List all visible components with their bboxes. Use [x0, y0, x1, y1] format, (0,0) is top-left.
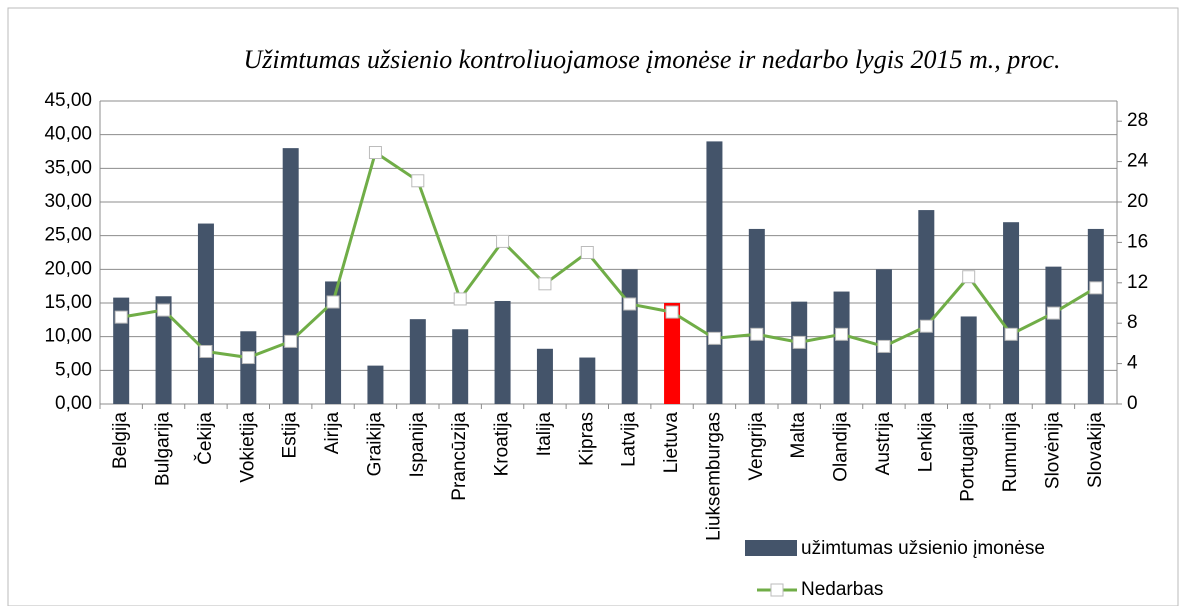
x-tick-label: Lenkija [915, 412, 936, 473]
x-tick-label: Ispanija [407, 412, 428, 478]
line-marker [241, 351, 255, 365]
bar [875, 269, 892, 404]
bar [452, 329, 469, 404]
legend-swatch [770, 583, 784, 597]
x-tick-label: Slovakija [1085, 412, 1106, 488]
bar [664, 303, 681, 404]
y-tick-label: 45,00 [44, 90, 92, 111]
chart-border [7, 7, 1179, 607]
bar [621, 269, 638, 404]
x-tick-label: Prancūzija [449, 412, 470, 501]
bar [1045, 266, 1062, 404]
line-marker [792, 335, 806, 349]
y-tick-label: 35,00 [44, 157, 92, 178]
legend-swatch [745, 540, 797, 556]
x-tick-label: Italija [534, 412, 555, 457]
legend-label: Nedarbas [801, 579, 883, 600]
bar [325, 281, 342, 404]
line-marker [114, 310, 128, 324]
line-marker [1004, 327, 1018, 341]
line-marker [835, 327, 849, 341]
bar [706, 141, 723, 404]
bar [494, 300, 511, 404]
x-tick-label: Latvija [619, 412, 640, 467]
line [120, 150, 1097, 360]
x-tick-label: Airija [322, 412, 343, 455]
x-tick-label: Slovėnija [1042, 412, 1063, 490]
line-marker [411, 174, 425, 188]
y-tick-label: 5,00 [55, 359, 92, 380]
line-marker [580, 246, 594, 259]
line-marker [919, 319, 933, 333]
x-tick-label: Olandija [831, 412, 852, 482]
y2-tick-label: 4 [1127, 353, 1138, 374]
x-tick-label: Estija [280, 412, 301, 459]
x-tick-label: Lietuva [661, 412, 682, 474]
legend-label: užimtumas užsienio įmonėse [801, 538, 1045, 559]
bar [579, 357, 596, 404]
y2-tick-label: 24 [1127, 151, 1149, 172]
bar [240, 331, 257, 404]
x-tick-label: Čekija [194, 412, 216, 465]
x-tick-label: Malta [788, 412, 809, 459]
x-tick-label: Austrija [873, 412, 894, 476]
y-tick-label: 0,00 [55, 393, 92, 414]
y-tick-label: 15,00 [44, 292, 92, 313]
line-marker [326, 295, 340, 309]
line-marker [453, 292, 467, 306]
y2-tick-label: 12 [1127, 272, 1148, 293]
x-tick-label: Graikija [364, 412, 385, 477]
line-marker [665, 305, 679, 319]
line-marker [496, 234, 510, 248]
line-marker [1046, 306, 1060, 320]
bar [1003, 222, 1020, 404]
y2-tick-label: 16 [1127, 231, 1148, 252]
x-tick-label: Kroatija [492, 412, 513, 477]
bar [960, 316, 977, 404]
x-tick-label: Portugalija [958, 412, 979, 502]
bar [367, 365, 384, 404]
y2-tick-label: 28 [1127, 110, 1148, 131]
bar [833, 291, 850, 404]
y2-tick-label: 20 [1127, 191, 1148, 212]
bar [1087, 228, 1104, 404]
line-marker [1089, 281, 1103, 295]
y-tick-label: 30,00 [44, 191, 92, 212]
x-tick-label: Vengrija [746, 412, 767, 481]
line-marker [623, 297, 637, 311]
x-tick-label: Belgija [110, 412, 131, 469]
y2-tick-label: 8 [1127, 312, 1138, 333]
x-tick-label: Kipras [576, 412, 597, 466]
bar [748, 228, 765, 404]
bar [791, 301, 808, 404]
line-marker [284, 334, 298, 348]
line-marker [707, 331, 721, 345]
bar [536, 348, 553, 404]
y2-tick-label: 0 [1127, 393, 1138, 414]
line-marker [877, 339, 891, 353]
y-tick-label: 10,00 [44, 326, 92, 347]
line-marker [368, 146, 382, 160]
y-tick-label: 20,00 [44, 258, 92, 279]
y-tick-label: 25,00 [44, 225, 92, 246]
x-tick-label: Vokietija [237, 412, 258, 483]
x-tick-label: Bulgarija [153, 412, 174, 486]
bar [113, 297, 130, 404]
x-tick-label: Liuksemburgas [703, 412, 724, 541]
bar [409, 319, 426, 404]
line-marker [157, 303, 171, 317]
bar [155, 296, 172, 404]
line-marker [538, 277, 552, 291]
line-marker [750, 327, 764, 341]
bar [918, 210, 935, 404]
line-marker [199, 344, 213, 358]
x-tick-label: Rumunija [1000, 412, 1021, 493]
line-marker [962, 270, 976, 284]
y-tick-label: 40,00 [44, 124, 92, 145]
chart-title: Užimtumas užsienio kontroliuojamose įmon… [243, 45, 1060, 74]
bar [197, 223, 214, 404]
bar [282, 148, 299, 404]
